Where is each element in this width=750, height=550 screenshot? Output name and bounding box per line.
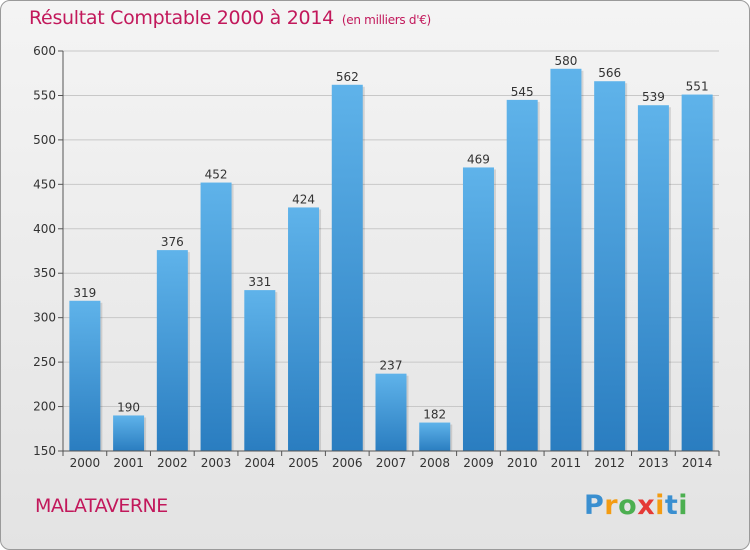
bar-value-label: 237 (380, 359, 403, 373)
y-tick-label: 450 (33, 177, 56, 191)
bar-value-label: 331 (248, 275, 271, 289)
x-tick-label: 2006 (332, 456, 363, 470)
bar (594, 81, 626, 451)
y-tick-label: 200 (33, 400, 56, 414)
y-tick-label: 350 (33, 266, 56, 280)
bar (244, 290, 276, 451)
bar (331, 84, 363, 452)
bar (462, 167, 494, 451)
bar (375, 373, 407, 451)
bar-value-label: 319 (73, 286, 96, 300)
logo-letter: i (678, 490, 689, 521)
bar-value-label: 551 (686, 80, 709, 94)
x-tick-label: 2009 (463, 456, 494, 470)
x-tick-label: 2005 (288, 456, 319, 470)
bar-value-label: 376 (161, 235, 184, 249)
city-name: MALATAVERNE (35, 495, 168, 517)
y-tick-label: 300 (33, 311, 56, 325)
bar (637, 105, 669, 451)
logo-letter: x (637, 490, 656, 521)
bar-value-label: 469 (467, 152, 490, 166)
bar-value-label: 545 (511, 85, 534, 99)
logo-letter: o (618, 490, 638, 521)
unit-note: (en milliers d'€) (341, 13, 431, 27)
x-tick-label: 2012 (594, 456, 625, 470)
x-tick-label: 2013 (638, 456, 669, 470)
y-tick-label: 550 (33, 88, 56, 102)
x-tick-label: 2004 (245, 456, 276, 470)
bar (200, 182, 232, 452)
logo-letter: r (604, 490, 619, 521)
x-tick-label: 2008 (419, 456, 450, 470)
x-tick-label: 2003 (201, 456, 232, 470)
y-tick-label: 250 (33, 355, 56, 369)
x-tick-label: 2010 (507, 456, 538, 470)
title-text: Résultat Comptable 2000 à 2014 (29, 7, 334, 29)
y-tick-label: 150 (33, 444, 56, 458)
x-tick-label: 2002 (157, 456, 188, 470)
y-tick-label: 500 (33, 133, 56, 147)
bar (419, 422, 451, 451)
x-tick-label: 2014 (682, 456, 713, 470)
bar (288, 207, 320, 451)
y-tick-label: 400 (33, 222, 56, 236)
logo-letter: t (664, 490, 679, 521)
bar (506, 99, 538, 451)
x-tick-label: 2007 (376, 456, 407, 470)
y-tick-label: 600 (33, 44, 56, 58)
bar (156, 250, 188, 451)
logo-letter: i (655, 490, 665, 521)
x-tick-label: 2011 (551, 456, 582, 470)
bar-value-label: 580 (554, 54, 577, 68)
bar-value-label: 566 (598, 66, 621, 80)
bar-value-label: 190 (117, 400, 140, 414)
bar-value-label: 539 (642, 90, 665, 104)
bar (550, 68, 582, 452)
bar (113, 415, 145, 451)
x-tick-label: 2001 (113, 456, 144, 470)
bar-value-label: 452 (205, 168, 228, 182)
bar-value-label: 424 (292, 192, 315, 206)
bar-value-label: 182 (423, 408, 446, 422)
bar-value-label: 562 (336, 70, 359, 84)
x-tick-label: 2000 (70, 456, 101, 470)
bar (69, 300, 101, 451)
chart-title: Résultat Comptable 2000 à 2014 (en millie… (29, 7, 431, 29)
proxiti-logo: Proxiti (584, 490, 688, 521)
bar (681, 94, 713, 452)
logo-letter: P (584, 490, 605, 521)
